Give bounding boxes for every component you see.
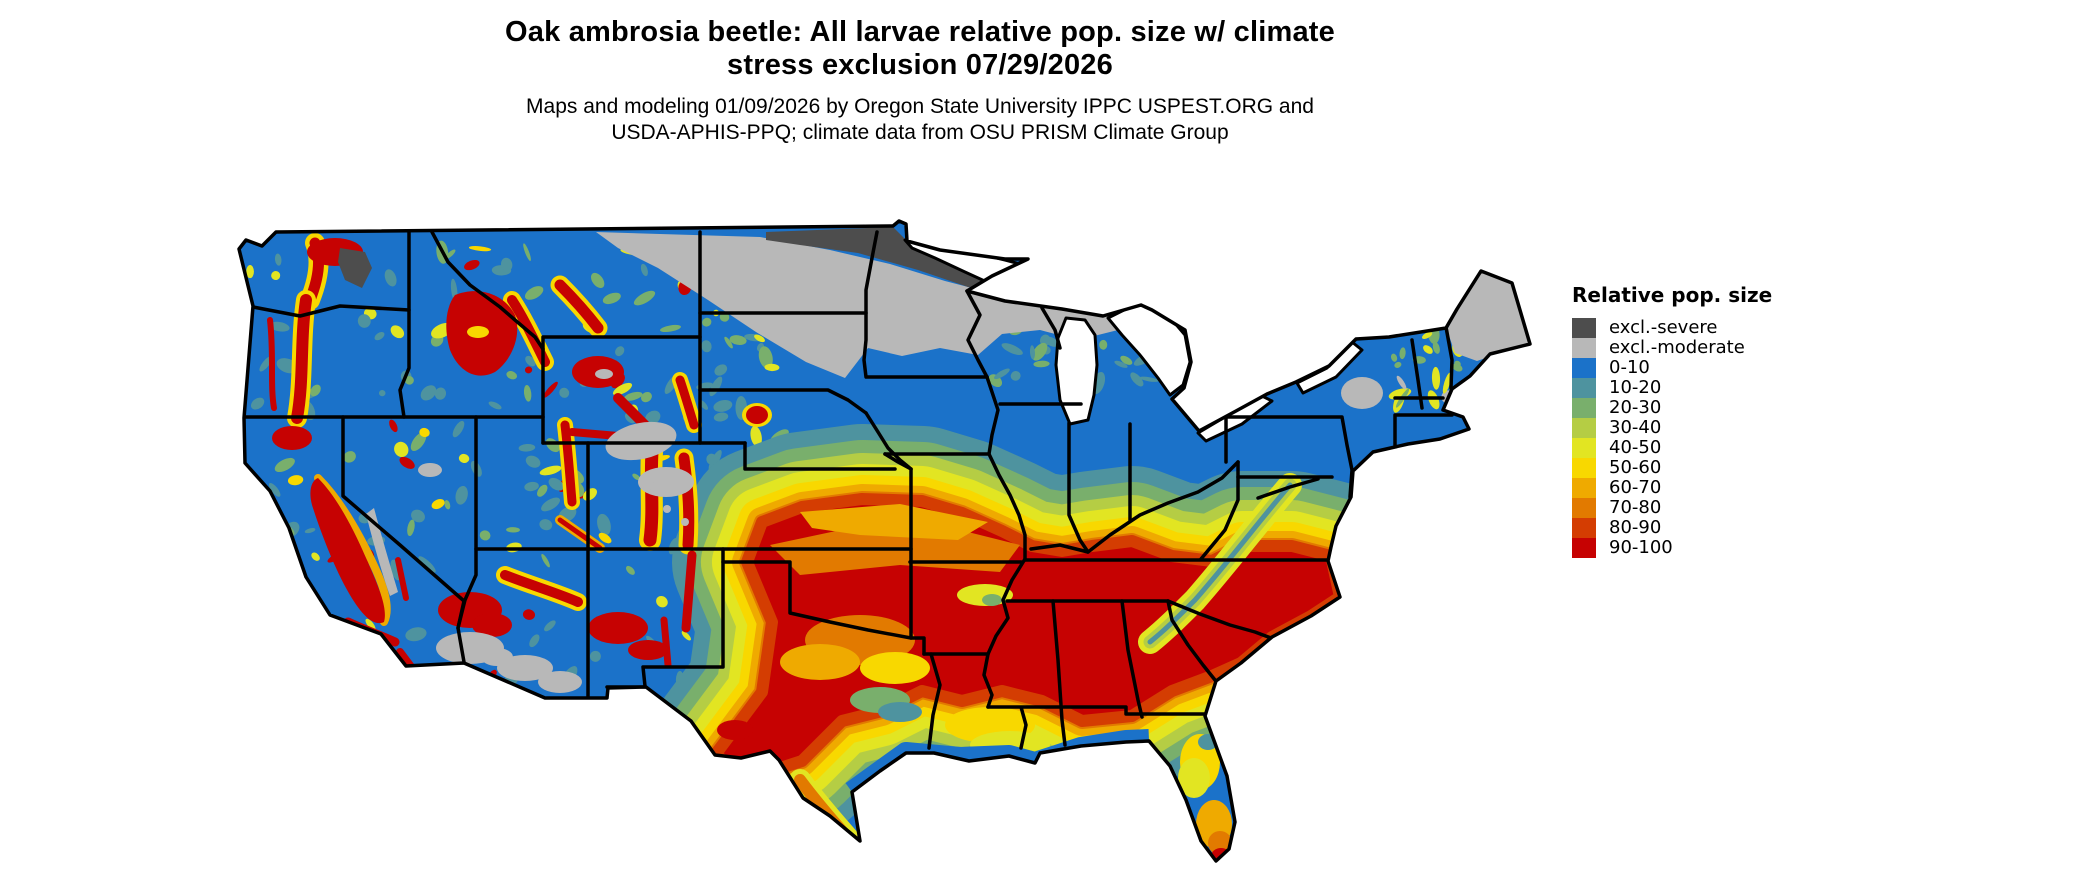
- legend-row-excl.-moderate: excl.-moderate: [1572, 338, 1772, 358]
- figure-header: Oak ambrosia beetle: All larvae relative…: [0, 16, 1840, 146]
- legend-swatch-30-40: [1572, 418, 1596, 438]
- legend-row-0-10: 0-10: [1572, 358, 1772, 378]
- legend-row-80-90: 80-90: [1572, 518, 1772, 538]
- legend-row-50-60: 50-60: [1572, 458, 1772, 478]
- legend-label: excl.-moderate: [1609, 337, 1745, 358]
- legend-items: excl.-severe excl.-moderate 0-10 10-20 20-30…: [1572, 318, 1772, 558]
- legend-swatch-40-50: [1572, 438, 1596, 458]
- legend-label: 30-40: [1609, 417, 1662, 438]
- adirondack-gray: [1341, 377, 1383, 409]
- legend-swatch-10-20: [1572, 378, 1596, 398]
- legend-row-40-50: 40-50: [1572, 438, 1772, 458]
- legend-swatch-60-70: [1572, 478, 1596, 498]
- figure-subtitle: Maps and modeling 01/09/2026 by Oregon S…: [0, 94, 1840, 146]
- figure-subtitle-line1: Maps and modeling 01/09/2026 by Oregon S…: [526, 95, 1314, 118]
- legend-label: 60-70: [1609, 477, 1662, 498]
- legend-label: excl.-severe: [1609, 317, 1718, 338]
- legend-row-90-100: 90-100: [1572, 538, 1772, 558]
- legend-label: 90-100: [1609, 537, 1673, 558]
- legend-label: 80-90: [1609, 517, 1662, 538]
- legend: Relative pop. size excl.-severe excl.-mod…: [1572, 283, 1772, 558]
- legend-label: 10-20: [1609, 377, 1662, 398]
- legend-label: 50-60: [1609, 457, 1662, 478]
- legend-swatch-excl.-moderate: [1572, 338, 1596, 358]
- legend-title: Relative pop. size: [1572, 283, 1773, 307]
- legend-row-excl.-severe: excl.-severe: [1572, 318, 1772, 338]
- puget-dark: [338, 248, 372, 288]
- conus-map-image: [230, 160, 1540, 890]
- legend-row-70-80: 70-80: [1572, 498, 1772, 518]
- figure-title-line1: Oak ambrosia beetle: All larvae relative…: [505, 16, 1335, 48]
- legend-swatch-50-60: [1572, 458, 1596, 478]
- legend-swatch-excl.-severe: [1572, 318, 1596, 338]
- legend-swatch-20-30: [1572, 398, 1596, 418]
- legend-label: 20-30: [1609, 397, 1662, 418]
- legend-label: 40-50: [1609, 437, 1662, 458]
- legend-swatch-0-10: [1572, 358, 1596, 378]
- legend-swatch-90-100: [1572, 538, 1596, 558]
- excl-moderate-band: [596, 232, 1152, 378]
- legend-label: 70-80: [1609, 497, 1662, 518]
- state-borders: [242, 230, 1454, 750]
- legend-row-20-30: 20-30: [1572, 398, 1772, 418]
- figure-subtitle-line2: USDA-APHIS-PPQ; climate data from OSU PR…: [611, 121, 1229, 144]
- legend-row-60-70: 60-70: [1572, 478, 1772, 498]
- figure-title-line2: stress exclusion 07/29/2026: [727, 49, 1113, 81]
- conus-outline: [237, 219, 1532, 863]
- legend-swatch-70-80: [1572, 498, 1596, 518]
- legend-swatch-80-90: [1572, 518, 1596, 538]
- legend-row-30-40: 30-40: [1572, 418, 1772, 438]
- legend-row-10-20: 10-20: [1572, 378, 1772, 398]
- legend-label: 0-10: [1609, 357, 1650, 378]
